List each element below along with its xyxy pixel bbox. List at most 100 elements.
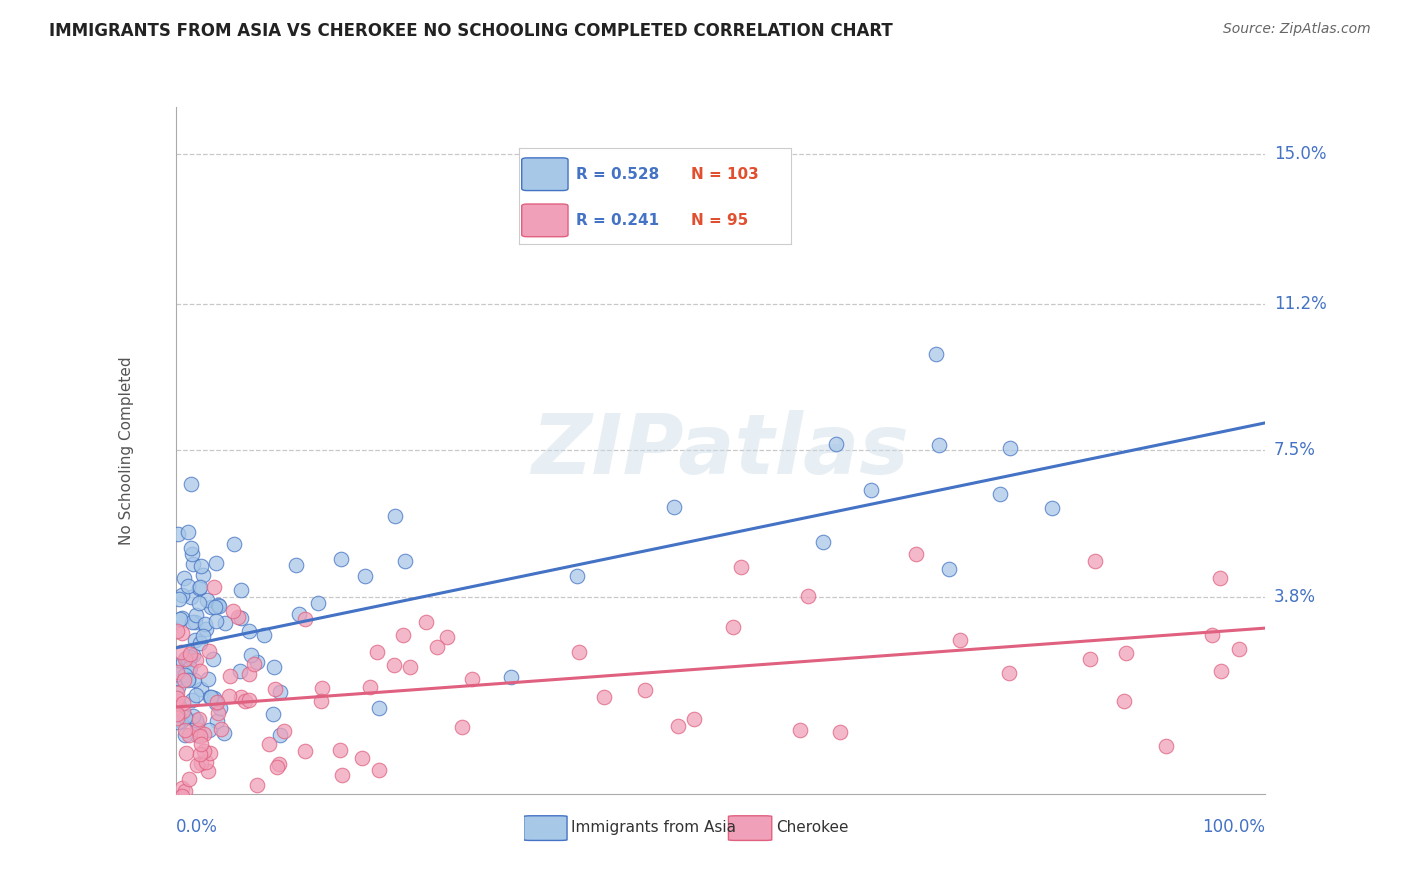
Point <box>330 552 353 566</box>
Point <box>207 598 229 612</box>
Point <box>229 582 252 597</box>
Point <box>166 691 188 706</box>
Point <box>209 701 232 715</box>
Point <box>366 645 388 659</box>
Point <box>294 612 316 626</box>
Point <box>925 347 948 361</box>
Point <box>169 611 191 625</box>
Point <box>202 691 225 706</box>
Point <box>359 680 381 694</box>
Point <box>269 685 291 699</box>
Point <box>207 706 229 721</box>
Point <box>174 668 197 682</box>
Point <box>197 672 219 686</box>
Point <box>201 652 224 666</box>
Point <box>179 649 201 664</box>
Point <box>166 680 188 694</box>
Point <box>224 537 246 551</box>
Point <box>188 665 211 679</box>
Point <box>190 681 212 696</box>
Point <box>180 591 202 605</box>
Point <box>273 723 295 738</box>
Point <box>1201 628 1223 642</box>
Point <box>194 755 217 769</box>
Point <box>209 722 232 736</box>
Point <box>166 668 188 682</box>
Point <box>461 672 484 686</box>
Text: ZIPatlas: ZIPatlas <box>531 410 910 491</box>
Point <box>205 714 228 729</box>
FancyBboxPatch shape <box>523 816 567 840</box>
Point <box>170 588 193 602</box>
Point <box>399 660 422 674</box>
Point <box>634 682 657 697</box>
Point <box>166 711 188 725</box>
Point <box>1209 571 1232 585</box>
Point <box>208 599 231 613</box>
Point <box>181 709 204 723</box>
Point <box>166 706 188 721</box>
Point <box>170 789 193 803</box>
Point <box>200 690 222 705</box>
Point <box>1112 694 1135 708</box>
Point <box>238 667 260 681</box>
Text: IMMIGRANTS FROM ASIA VS CHEROKEE NO SCHOOLING COMPLETED CORRELATION CHART: IMMIGRANTS FROM ASIA VS CHEROKEE NO SCHO… <box>49 22 893 40</box>
Point <box>181 615 204 629</box>
Point <box>176 673 198 687</box>
Text: R = 0.241: R = 0.241 <box>576 213 659 227</box>
Point <box>167 714 190 729</box>
Point <box>233 694 256 708</box>
FancyBboxPatch shape <box>728 816 772 840</box>
Point <box>330 767 353 781</box>
Point <box>246 656 269 670</box>
Point <box>170 645 193 659</box>
Point <box>218 689 240 703</box>
Point <box>789 723 811 737</box>
Point <box>257 738 280 752</box>
Point <box>166 671 188 685</box>
Point <box>593 690 616 704</box>
Point <box>288 607 311 622</box>
Point <box>188 580 211 594</box>
Point <box>222 604 245 618</box>
Point <box>174 710 197 724</box>
Point <box>181 693 204 707</box>
Point <box>253 628 276 642</box>
Point <box>172 655 194 669</box>
Point <box>197 764 219 778</box>
Point <box>426 640 449 654</box>
Point <box>204 599 226 614</box>
Point <box>384 508 406 523</box>
Point <box>184 607 207 622</box>
Point <box>198 746 221 760</box>
Point <box>183 673 205 688</box>
Point <box>229 690 252 704</box>
Point <box>193 629 215 643</box>
Point <box>938 561 960 575</box>
Point <box>170 781 193 796</box>
Text: N = 95: N = 95 <box>690 213 748 227</box>
Point <box>173 728 195 742</box>
Text: R = 0.528: R = 0.528 <box>576 167 659 182</box>
Point <box>177 579 200 593</box>
Point <box>187 581 209 595</box>
Point <box>928 438 950 452</box>
Text: N = 103: N = 103 <box>690 167 758 182</box>
Point <box>174 711 197 725</box>
Point <box>1209 664 1232 678</box>
Point <box>173 571 195 585</box>
Text: 15.0%: 15.0% <box>1274 145 1327 163</box>
Point <box>368 701 391 715</box>
Point <box>205 556 228 570</box>
Point <box>266 759 288 773</box>
Point <box>200 600 222 615</box>
Point <box>194 617 217 632</box>
Point <box>730 559 752 574</box>
Text: 0.0%: 0.0% <box>176 818 218 836</box>
Point <box>186 728 208 742</box>
Point <box>721 620 744 634</box>
Point <box>285 558 308 572</box>
Point <box>828 725 851 739</box>
Point <box>243 657 266 672</box>
Point <box>239 648 262 662</box>
